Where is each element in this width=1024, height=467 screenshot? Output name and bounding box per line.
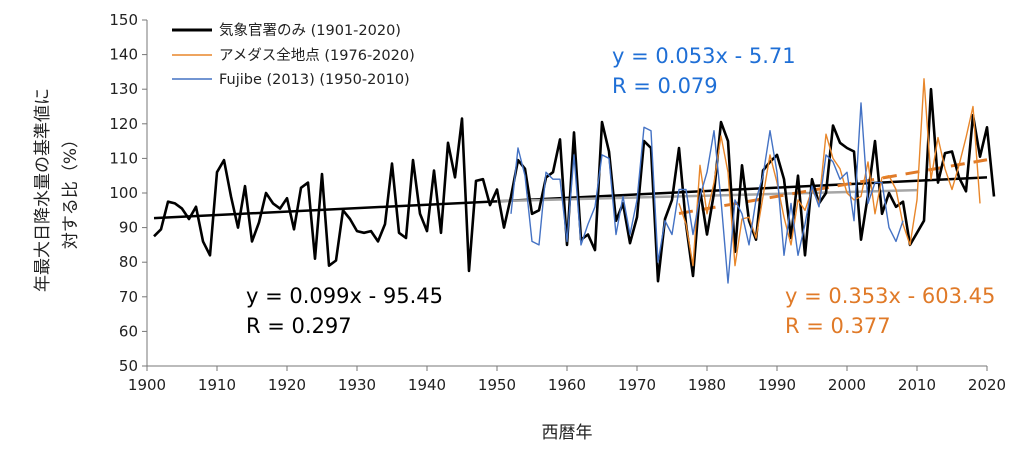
y-tick-label: 120 xyxy=(109,115,138,133)
y-tick-label: 140 xyxy=(109,46,138,64)
y-tick-label: 150 xyxy=(109,11,138,29)
x-tick-label: 1980 xyxy=(688,376,726,394)
x-tick-label: 1940 xyxy=(408,376,446,394)
y-axis-title-line-0: 年最大日降水量の基準値に xyxy=(33,88,53,292)
x-tick-label: 1970 xyxy=(618,376,656,394)
trend-r-1: R = 0.377 xyxy=(785,314,891,338)
x-tick-label: 1950 xyxy=(478,376,516,394)
x-tick-label: 1960 xyxy=(548,376,586,394)
x-tick-label: 1900 xyxy=(128,376,166,394)
y-tick-label: 130 xyxy=(109,80,138,98)
y-tick-label: 80 xyxy=(119,253,138,271)
axis-titles: 西暦年 年最大日降水量の基準値に 対する比（%） xyxy=(33,88,593,443)
trend-equations: y = 0.099x - 95.45 R = 0.297 y = 0.353x - … xyxy=(246,44,995,338)
axes: 50 60 70 80 90 100 110 120 130 140 150 1900 1910 1920… xyxy=(109,11,1006,394)
legend-label-1: アメダス全地点 (1976-2020) xyxy=(219,46,415,64)
y-tick-label: 90 xyxy=(119,219,138,237)
legend-label-0: 気象官署のみ (1901-2020) xyxy=(219,22,401,39)
x-tick-label: 1990 xyxy=(758,376,796,394)
series-line-1 xyxy=(678,78,981,267)
legend: 気象官署のみ (1901-2020) アメダス全地点 (1976-2020) Fuj… xyxy=(172,22,415,88)
data-series xyxy=(153,78,996,284)
trend-r-2: R = 0.079 xyxy=(612,74,718,98)
trend-equation-1: y = 0.353x - 603.45 xyxy=(785,284,995,308)
y-axis-title-line-1: 対する比（%） xyxy=(61,131,81,249)
x-tick-label: 2000 xyxy=(828,376,866,394)
x-axis-title: 西暦年 xyxy=(542,423,593,443)
series-line-0 xyxy=(153,87,996,283)
legend-label-2: Fujibe (2013) (1950-2010) xyxy=(219,72,410,88)
series-line-2 xyxy=(510,102,904,284)
y-tick-label: 50 xyxy=(119,357,138,375)
trend-equation-0: y = 0.099x - 95.45 xyxy=(246,284,443,308)
y-tick-label: 110 xyxy=(109,149,138,167)
x-tick-label: 1910 xyxy=(198,376,236,394)
y-tick-label: 60 xyxy=(119,322,138,340)
trend-r-0: R = 0.297 xyxy=(246,314,352,338)
y-tick-label: 100 xyxy=(109,184,138,202)
x-tick-label: 2020 xyxy=(968,376,1006,394)
y-tick-label: 70 xyxy=(119,288,138,306)
x-tick-label: 1920 xyxy=(268,376,306,394)
trend-equation-2: y = 0.053x - 5.71 xyxy=(612,44,796,68)
x-tick-label: 1930 xyxy=(338,376,376,394)
x-tick-label: 2010 xyxy=(898,376,936,394)
